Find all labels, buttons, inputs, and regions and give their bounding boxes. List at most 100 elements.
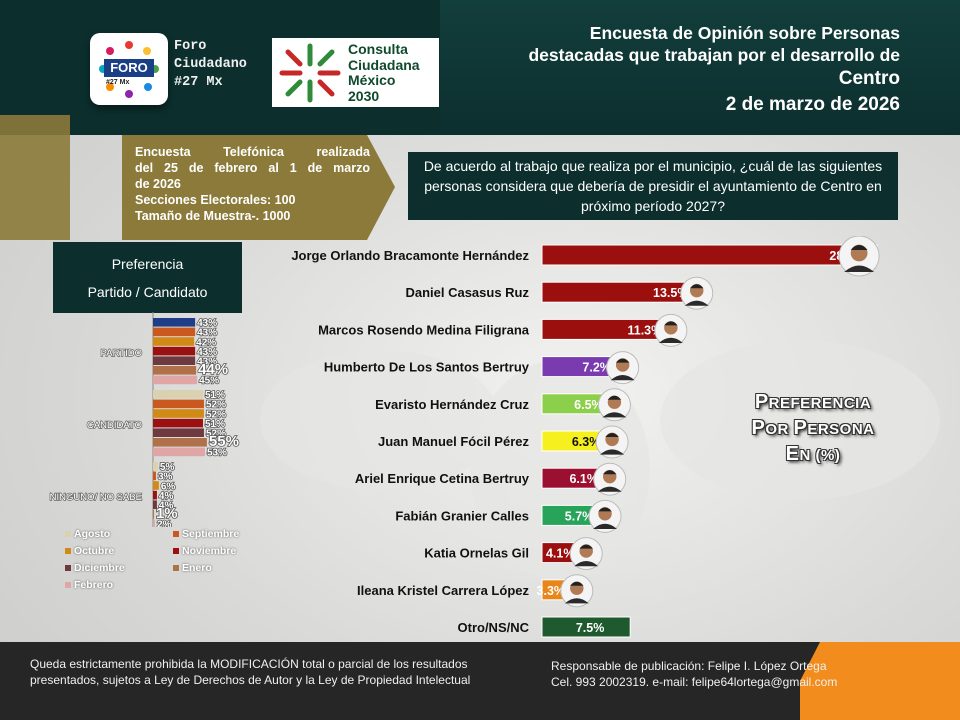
candidate-name: Marcos Rosendo Medina Filigrana bbox=[318, 322, 530, 337]
month-bar bbox=[153, 438, 207, 447]
face-icon bbox=[588, 499, 622, 533]
candidate-name: Evaristo Hernández Cruz bbox=[375, 397, 529, 412]
legend-item: Diciembre bbox=[65, 562, 125, 574]
month-bar bbox=[153, 337, 195, 346]
copyright-notice: Queda estrictamente prohibida la MODIFIC… bbox=[30, 657, 471, 687]
legend-swatch bbox=[173, 548, 179, 554]
survey-info-arrow bbox=[0, 115, 395, 240]
preference-title-line2: Partido / Candidato bbox=[87, 284, 208, 300]
month-value-label: 5% bbox=[160, 462, 175, 473]
foro-logo-word: FORO bbox=[104, 59, 154, 77]
face-icon bbox=[595, 425, 629, 459]
month-bar bbox=[153, 519, 155, 527]
page-title: Encuesta de Opinión sobre Personas desta… bbox=[480, 22, 900, 118]
legend-swatch bbox=[65, 582, 71, 588]
title-line: destacadas que trabajan por el desarroll… bbox=[528, 45, 900, 65]
people-circle-icon bbox=[99, 41, 159, 98]
consulta-logo-line: 2030 bbox=[348, 87, 380, 104]
party-candidate-chart: PARTIDO43%43%42%43%43%44%45%CANDIDATO51%… bbox=[49, 312, 240, 527]
publisher-name: Responsable de publicación: Felipe I. Ló… bbox=[551, 659, 827, 673]
group-label: PARTIDO bbox=[101, 348, 142, 359]
legend-label: Noviembre bbox=[182, 545, 237, 557]
month-bar bbox=[153, 366, 197, 375]
preference-per-person-label: PREFERENCIA POR PERSONA EN (%) bbox=[718, 390, 908, 468]
label-part: ERSONA bbox=[807, 421, 875, 438]
header-gradient bbox=[440, 0, 960, 135]
label-part: N (%) bbox=[799, 447, 841, 464]
publisher-contact: Cel. 993 2002319. e-mail: felipe64lorteg… bbox=[551, 675, 838, 689]
survey-info-line: Encuesta Telefónica realizada bbox=[135, 145, 370, 159]
survey-info-line: Secciones Electorales: 100 bbox=[135, 193, 296, 207]
title-date: 2 de marzo de 2026 bbox=[725, 94, 900, 115]
legend-label: Febrero bbox=[74, 579, 114, 591]
title-line: Encuesta de Opinión sobre Personas bbox=[589, 23, 900, 43]
candidate-name: Humberto De Los Santos Bertruy bbox=[324, 360, 530, 375]
month-value-label: 4% bbox=[159, 491, 174, 502]
month-value-label: 45% bbox=[199, 376, 219, 387]
legend-item: Septiembre bbox=[173, 528, 239, 540]
legend-item: Febrero bbox=[65, 579, 113, 591]
preference-title-line1: Preferencia bbox=[111, 256, 184, 272]
month-value-label: 43% bbox=[197, 328, 217, 339]
legend-swatch bbox=[173, 531, 179, 537]
legend-label: Septiembre bbox=[182, 528, 240, 540]
month-bar bbox=[153, 375, 198, 385]
value-label: 13.5% bbox=[653, 286, 688, 300]
value-label: 6.1% bbox=[569, 472, 598, 486]
legend-item: Enero bbox=[173, 562, 212, 574]
month-value-label: 51% bbox=[205, 419, 225, 430]
consulta-logo-line: Consulta bbox=[348, 41, 408, 57]
org-name-line: #27 Mx bbox=[174, 75, 223, 90]
month-value-label: 43% bbox=[197, 357, 217, 368]
candidate-name: Ariel Enrique Cetina Bertruy bbox=[355, 471, 530, 486]
consulta-ciudadana-logo: Consulta Ciudadana México 2030 bbox=[272, 38, 439, 107]
bar-row: Ileana Kristel Carrera López 3.3% bbox=[357, 574, 594, 608]
legend-swatch bbox=[65, 548, 71, 554]
survey-info-line: de 2026 bbox=[135, 177, 181, 191]
month-bar bbox=[153, 327, 196, 337]
title-place: Centro bbox=[838, 68, 900, 89]
month-value-label: 1% bbox=[156, 505, 178, 522]
survey-question: De acuerdo al trabajo que realiza por el… bbox=[408, 152, 898, 220]
legend-label: Agosto bbox=[74, 528, 111, 540]
survey-info-line: Tamaño de Muestra-. 1000 bbox=[135, 209, 291, 223]
month-bar bbox=[153, 399, 204, 409]
month-bar bbox=[153, 462, 158, 471]
month-bar bbox=[153, 471, 156, 481]
month-bar bbox=[153, 418, 203, 428]
cross-emblem-icon bbox=[279, 43, 341, 103]
legend-swatch bbox=[173, 565, 179, 571]
bar-row: Otro/NS/NC 7.5% bbox=[458, 616, 631, 638]
footer-accent-cut bbox=[780, 642, 820, 720]
face-icon bbox=[606, 351, 640, 385]
month-bar bbox=[153, 318, 196, 327]
org-name-line: Foro bbox=[174, 39, 207, 54]
candidate-name: Daniel Casasus Ruz bbox=[405, 285, 529, 300]
candidate-bar bbox=[541, 616, 631, 638]
bar-row: Humberto De Los Santos Bertruy 7.2% bbox=[324, 351, 640, 385]
candidate-name: Otro/NS/NC bbox=[458, 620, 530, 635]
bar-row: Katia Ornelas Gil 4.1% bbox=[424, 537, 603, 571]
legend-item: Agosto bbox=[65, 528, 110, 540]
value-label: 5.7% bbox=[565, 509, 594, 523]
consulta-logo-text: Consulta Ciudadana México 2030 bbox=[348, 41, 420, 104]
publisher-info: Responsable de publicación: Felipe I. Ló… bbox=[551, 658, 881, 690]
month-value-label: 52% bbox=[206, 429, 226, 440]
candidate-preference-chart: Jorge Orlando Bracamonte Hernández28.5%D… bbox=[291, 236, 880, 638]
face-icon bbox=[597, 388, 631, 422]
month-value-label: 52% bbox=[206, 409, 226, 420]
consulta-logo-line: México bbox=[348, 72, 396, 88]
month-bar bbox=[153, 500, 157, 509]
month-value-label: 43% bbox=[197, 347, 217, 358]
face-icon bbox=[560, 574, 594, 608]
legend-swatch bbox=[65, 565, 71, 571]
legend-swatch bbox=[65, 531, 71, 537]
month-value-label: 53% bbox=[207, 448, 227, 459]
foro-ciudadano-logo: FORO #27 Mx bbox=[90, 33, 168, 105]
month-value-label: 51% bbox=[205, 390, 225, 401]
month-bar bbox=[153, 510, 154, 519]
month-bar bbox=[153, 409, 204, 418]
legend-label: Octubre bbox=[74, 545, 115, 557]
value-label: 7.2% bbox=[582, 361, 611, 375]
value-label: 4.1% bbox=[546, 547, 575, 561]
